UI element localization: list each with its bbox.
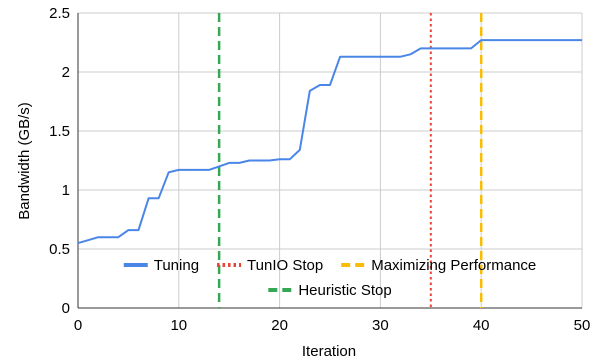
tick-labels: 0 10 20 30 40 50 0 0.5 1 1.5 2 2.5 xyxy=(49,5,590,334)
x-tick-label: 50 xyxy=(574,317,591,334)
y-tick-label: 0.5 xyxy=(49,241,70,258)
legend-label-tunio-stop: TunIO Stop xyxy=(247,257,323,274)
x-tick-label: 10 xyxy=(170,317,187,334)
legend: Tuning TunIO Stop Maximizing Performance He… xyxy=(123,257,536,299)
legend-label-heuristic-stop: Heuristic Stop xyxy=(298,282,391,299)
axes xyxy=(77,13,582,309)
x-tick-label: 30 xyxy=(372,317,389,334)
legend-label-maximizing-performance: Maximizing Performance xyxy=(371,257,536,274)
reference-lines xyxy=(217,13,483,308)
y-tick-label: 2 xyxy=(62,64,70,81)
x-axis-title: Iteration xyxy=(302,343,356,360)
x-tick-label: 20 xyxy=(271,317,288,334)
y-tick-label: 2.5 xyxy=(49,5,70,22)
y-tick-label: 0 xyxy=(62,300,70,317)
x-tick-label: 40 xyxy=(473,317,490,334)
x-tick-label: 0 xyxy=(74,317,82,334)
y-tick-label: 1.5 xyxy=(49,123,70,140)
y-axis-title: Bandwidth (GB/s) xyxy=(16,102,33,220)
legend-label-tuning: Tuning xyxy=(154,257,199,274)
series-group xyxy=(77,39,582,245)
y-tick-label: 1 xyxy=(62,182,70,199)
series-line-tuning xyxy=(77,39,582,245)
